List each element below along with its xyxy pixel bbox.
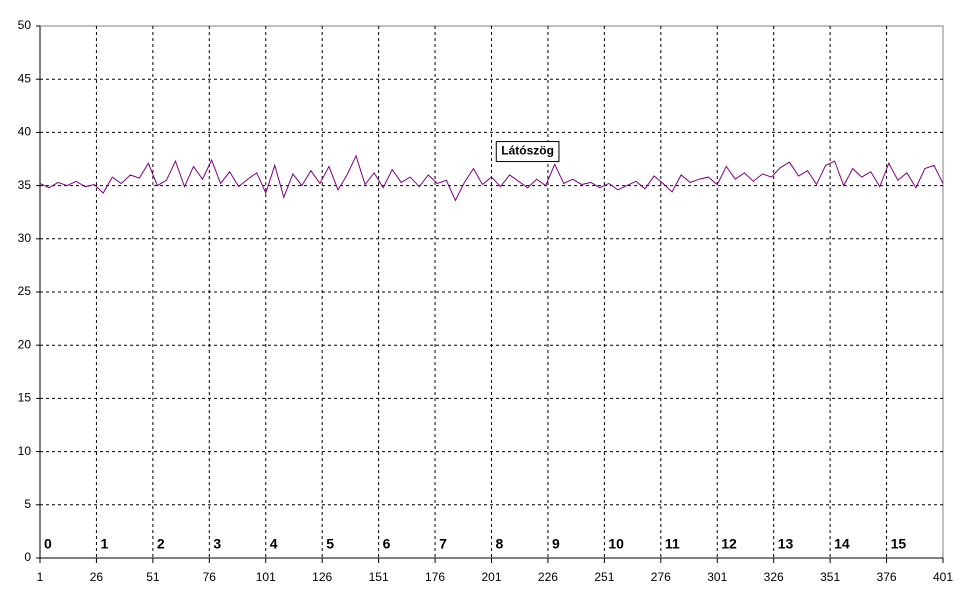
y-tick-label: 10 xyxy=(18,444,32,458)
x-tick-label: 176 xyxy=(425,570,445,584)
x-tick-label: 376 xyxy=(877,570,897,584)
x-tick-label: 351 xyxy=(820,570,840,584)
y-tick-label: 25 xyxy=(18,284,32,298)
x-tick-label: 151 xyxy=(369,570,389,584)
x-tick-label: 276 xyxy=(651,570,671,584)
x-tick-label: 326 xyxy=(764,570,784,584)
x-tick-label: 76 xyxy=(203,570,217,584)
x-tick-label: 226 xyxy=(538,570,558,584)
x-tick-label: 201 xyxy=(481,570,501,584)
y-tick-label: 50 xyxy=(18,18,32,32)
segment-label: 5 xyxy=(326,536,334,552)
y-tick-label: 40 xyxy=(18,125,32,139)
segment-label: 4 xyxy=(270,536,278,552)
x-tick-label: 301 xyxy=(707,570,727,584)
x-tick-label: 51 xyxy=(146,570,160,584)
y-tick-label: 35 xyxy=(18,178,32,192)
annotation: Látószög xyxy=(501,144,554,158)
segment-label: 8 xyxy=(496,536,504,552)
segment-label: 9 xyxy=(552,536,560,552)
data-line xyxy=(39,154,944,202)
x-tick-label: 101 xyxy=(256,570,276,584)
annotation-box xyxy=(495,141,560,163)
segment-label: 6 xyxy=(383,536,391,552)
segment-label: 12 xyxy=(721,536,737,552)
y-tick-label: 15 xyxy=(18,391,32,405)
segment-label: 2 xyxy=(157,536,165,552)
segment-label: 1 xyxy=(100,536,108,552)
x-tick-label: 26 xyxy=(90,570,104,584)
segment-label: 11 xyxy=(665,536,680,552)
x-tick-label: 1 xyxy=(37,570,44,584)
segment-label: 10 xyxy=(608,536,624,552)
x-tick-label: 401 xyxy=(933,570,953,584)
y-tick-label: 5 xyxy=(24,497,31,511)
y-tick-label: 30 xyxy=(18,231,32,245)
segment-label: 0 xyxy=(44,536,52,552)
segment-label: 13 xyxy=(778,536,794,552)
segment-label: 14 xyxy=(834,536,850,552)
y-tick-label: 45 xyxy=(18,71,32,85)
x-tick-label: 251 xyxy=(594,570,614,584)
segment-label: 3 xyxy=(213,536,221,552)
segment-label: 15 xyxy=(891,536,907,552)
y-tick-label: 20 xyxy=(18,337,32,351)
segment-label: 7 xyxy=(439,536,447,552)
x-tick-label: 126 xyxy=(312,570,332,584)
y-tick-label: 0 xyxy=(24,550,31,564)
